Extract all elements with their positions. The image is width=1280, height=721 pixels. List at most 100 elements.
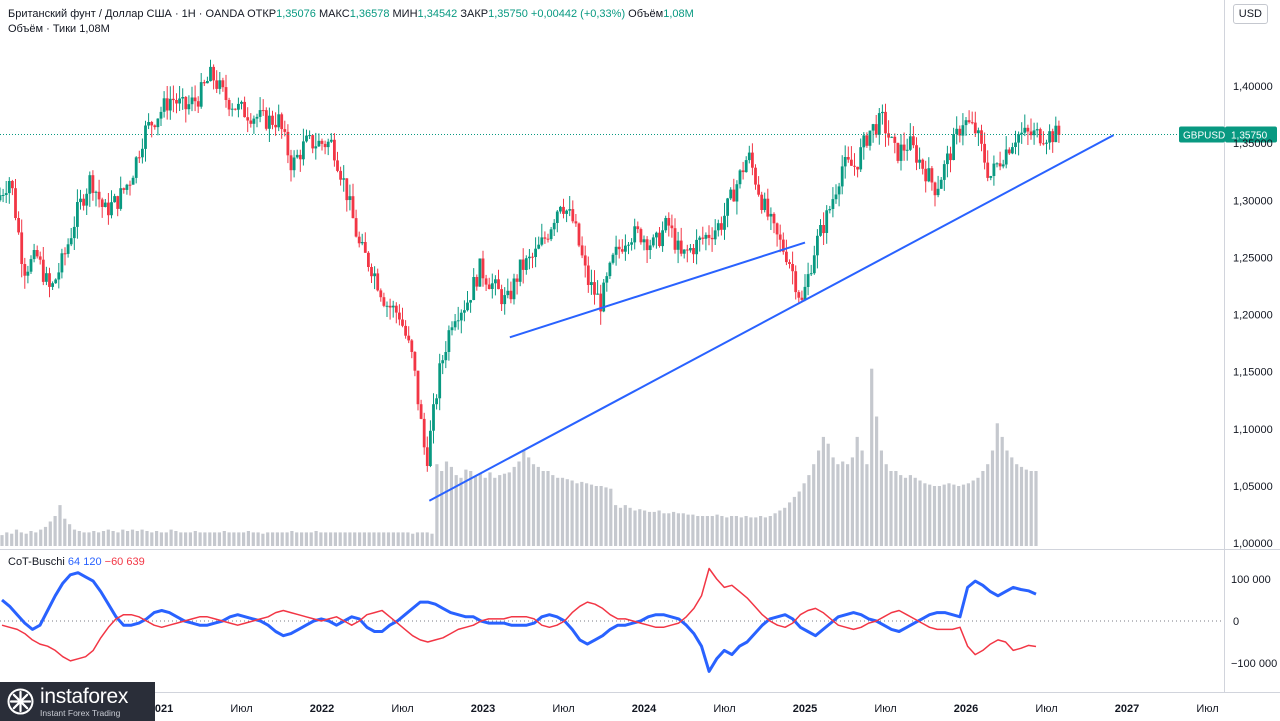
candle-body [952,134,955,160]
candle [658,227,661,248]
candle [187,95,191,115]
candle [915,137,918,171]
candle-body [577,223,581,246]
candle-body [459,312,463,321]
candle-body [769,213,773,217]
candle [413,351,417,377]
candle [834,184,838,204]
candle-body [345,178,349,201]
candle-body [456,320,460,322]
candle [843,145,847,179]
volume-bar [440,471,444,546]
candle-body [63,253,67,255]
indicator-legend[interactable]: CoT-Buschi 64 120 −60 639 [8,556,145,568]
volume-bar [29,531,33,546]
candle [992,155,996,186]
candle [509,281,513,304]
candle-body [280,114,284,130]
candle-body [958,128,962,136]
candle-body [543,237,547,239]
candle [955,116,959,145]
candle-body [1,195,5,196]
candle-body [91,175,95,193]
candle-body [1048,131,1051,143]
candle-body [326,141,330,148]
candle [958,125,962,143]
candle-body [252,118,256,124]
candle [624,234,627,261]
time-tick-label: Июл [552,703,574,715]
volume-bar [937,486,941,546]
volume-bar [1005,450,1009,546]
volume-legend[interactable]: Объём · Тики 1,08M [8,23,110,35]
candle-body [747,152,751,161]
volume-bar [386,532,391,546]
cot-long-line [1,571,1037,673]
candle-body [583,255,587,266]
candle [199,73,203,109]
candle-body [329,139,333,142]
candle [599,284,603,325]
candle [741,161,745,180]
candle-body [518,259,522,282]
candle-body [199,82,203,107]
candle [682,249,686,259]
volume-bar [875,416,879,546]
volume-bar [672,511,676,546]
candle-body [376,273,380,291]
candle-body [466,302,469,311]
volume-bar [208,532,212,546]
candle-body [184,97,188,110]
candle-body [336,160,339,171]
candle-body [165,98,169,111]
candle-body [351,196,355,219]
candle-body [859,147,863,170]
candle [902,132,906,161]
candle-body [1054,125,1058,143]
open-label: ОТКР [247,8,277,20]
volume-bar [290,531,294,546]
candle-body [172,98,175,101]
candle-body [147,122,150,126]
candle [645,236,649,263]
volume-bar [377,532,381,546]
candle [983,132,986,170]
candle-body [862,135,866,148]
volume-bar [676,513,680,546]
candle-body [754,167,757,185]
volume-bar [884,464,888,546]
price-tick-label: 1,20000 [1233,310,1273,322]
cot-short-line [1,567,1037,662]
candle [995,162,999,168]
candle-body [912,136,915,146]
candle-body [134,157,138,178]
candle-body [1038,129,1042,144]
candle-body [676,240,680,250]
candle-body [137,157,141,159]
candle [181,88,185,110]
candle [518,259,522,287]
candle [469,299,472,313]
volume-bar [541,471,545,546]
candle-body [509,290,513,300]
candle-body [630,242,633,245]
candle [1004,136,1008,169]
candle [617,239,621,259]
candle-body [506,290,510,296]
volume-bar [1029,471,1033,546]
candle [82,194,85,211]
volume-bar [391,532,395,546]
volume-bar [411,533,415,546]
candle [35,245,39,259]
candle-body [639,229,643,243]
volume-bar [227,532,231,546]
volume-bar [889,471,893,546]
candle-body [311,135,315,149]
volume-bar [957,486,961,546]
currency-button[interactable]: USD [1232,4,1268,24]
volume-bar [396,532,400,546]
candle [382,292,386,308]
candle [760,191,764,214]
candle [822,212,825,245]
candle-body [79,198,82,203]
